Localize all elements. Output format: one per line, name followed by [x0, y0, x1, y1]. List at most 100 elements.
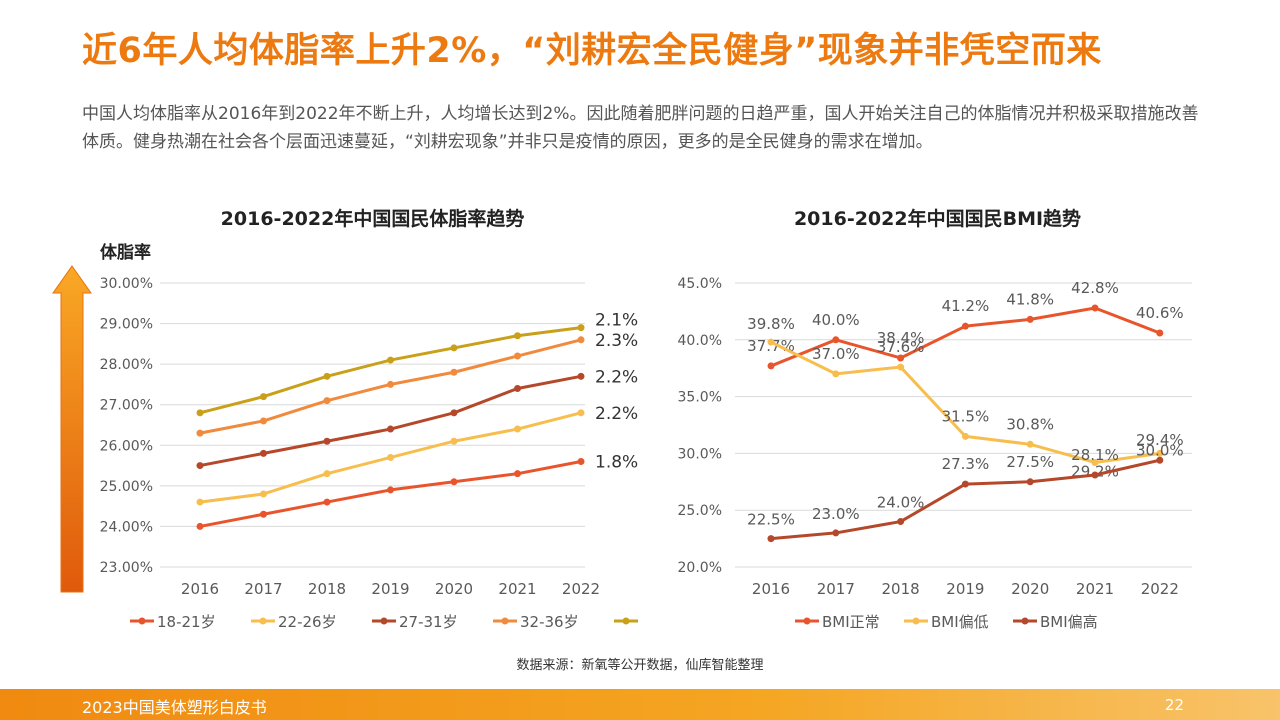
bodyfat-data-point	[387, 486, 394, 494]
bmi-data-label: 37.6%	[877, 338, 925, 356]
bmi-data-label: 30.0%	[1136, 441, 1184, 459]
bodyfat-x-tick-label: 2020	[435, 580, 473, 598]
bodyfat-legend-marker	[259, 617, 267, 625]
bmi-data-point	[961, 480, 969, 488]
y-axis-title: 体脂率	[100, 242, 151, 263]
bmi-data-label: 31.5%	[942, 407, 990, 425]
bodyfat-end-label: 1.8%	[595, 453, 638, 473]
bodyfat-data-point	[514, 384, 521, 392]
bodyfat-data-point	[323, 397, 331, 405]
bodyfat-data-point	[577, 372, 585, 380]
bmi-legend-marker	[803, 617, 811, 625]
page-number: 22	[1164, 696, 1184, 714]
bodyfat-x-tick-label: 2021	[498, 580, 536, 598]
bmi-legend-marker	[1021, 617, 1029, 625]
bmi-data-label: 23.0%	[812, 505, 860, 523]
bmi-chart: 45.0% 40.0% 35.0% 30.0% 25.0% 20.0% 2016 2017 20…	[678, 276, 1192, 631]
bmi-x-tick-label: 2021	[1076, 580, 1114, 598]
bodyfat-data-point	[387, 380, 394, 388]
bodyfat-legend-label: 32-36岁	[520, 613, 579, 631]
bodyfat-chart: 体脂率 30.00% 29.00% 28.00% 27.00% 26.00% 25.00%…	[52, 242, 638, 631]
bmi-data-label: 30.8%	[1006, 415, 1054, 433]
bodyfat-y-tick-label: 28.00%	[100, 357, 153, 373]
bodyfat-legend-marker	[138, 617, 146, 625]
bodyfat-data-point	[196, 522, 204, 530]
chart-title-bodyfat: 2016-2022年中国国民体脂率趋势	[220, 208, 525, 230]
bmi-data-label: 27.5%	[1006, 453, 1054, 471]
bmi-data-point	[767, 338, 775, 346]
bmi-data-point	[1156, 449, 1164, 457]
bodyfat-data-point	[514, 352, 521, 360]
bmi-x-tick-label: 2020	[1011, 580, 1049, 598]
bmi-data-label: 39.8%	[747, 315, 795, 333]
bodyfat-legend-marker	[501, 617, 509, 625]
bodyfat-x-tick-label: 2016	[181, 580, 219, 598]
bodyfat-data-point	[260, 490, 267, 498]
bodyfat-data-point	[260, 449, 267, 457]
chart-title-bmi: 2016-2022年中国国民BMI趋势	[793, 208, 1082, 230]
bodyfat-data-point	[323, 437, 331, 445]
bodyfat-data-point	[196, 462, 204, 470]
footer-bar: 2023中国美体塑形白皮书 22	[0, 689, 1280, 720]
bodyfat-data-point	[196, 409, 204, 417]
bmi-data-point	[1091, 471, 1099, 479]
bmi-data-point	[1091, 304, 1099, 312]
bmi-data-point	[1091, 458, 1099, 466]
bmi-x-tick-label: 2019	[946, 580, 984, 598]
bmi-data-point	[832, 529, 840, 537]
bodyfat-y-tick-label: 26.00%	[100, 438, 153, 454]
bodyfat-data-point	[387, 425, 394, 433]
bmi-data-label: 27.3%	[942, 455, 990, 473]
page-description: 中国人均体脂率从2016年到2022年不断上升，人均增长达到2%。因此随着肥胖问…	[82, 104, 1199, 152]
bodyfat-data-point	[387, 356, 394, 364]
bodyfat-series-line	[199, 326, 582, 415]
bmi-data-label: 22.5%	[747, 511, 795, 529]
bmi-data-point	[1026, 315, 1034, 323]
bodyfat-data-point	[514, 332, 521, 340]
bodyfat-y-tick-label: 24.00%	[100, 519, 153, 535]
bodyfat-end-label: 2.2%	[595, 367, 638, 387]
bodyfat-data-point	[260, 510, 267, 518]
bodyfat-y-tick-label: 30.00%	[100, 276, 153, 292]
bmi-x-tick-label: 2018	[882, 580, 920, 598]
bodyfat-data-point	[323, 372, 331, 380]
bmi-y-tick-label: 25.0%	[678, 503, 722, 519]
bmi-legend-marker	[912, 617, 920, 625]
bmi-data-point	[1156, 456, 1164, 464]
bmi-data-point	[897, 363, 905, 371]
bodyfat-y-tick-label: 23.00%	[100, 560, 153, 576]
bodyfat-end-label: 2.1%	[595, 311, 638, 331]
bodyfat-data-point	[260, 393, 267, 401]
bmi-data-point	[961, 322, 969, 330]
bodyfat-data-point	[514, 470, 521, 478]
bodyfat-data-point	[450, 344, 458, 352]
bodyfat-y-tick-label: 29.00%	[100, 317, 153, 333]
bmi-data-label: 41.2%	[942, 297, 990, 315]
bmi-data-label: 28.1%	[1071, 446, 1119, 464]
bmi-data-point	[897, 518, 905, 526]
bodyfat-legend-label: 18-21岁	[157, 613, 216, 631]
bodyfat-data-point	[577, 409, 585, 417]
footer-report-title: 2023中国美体塑形白皮书	[82, 698, 267, 717]
bodyfat-data-point	[196, 498, 204, 506]
bodyfat-x-tick-label: 2019	[371, 580, 409, 598]
bodyfat-x-tick-label: 2022	[562, 580, 600, 598]
bmi-data-label: 24.0%	[877, 494, 925, 512]
bodyfat-data-point	[450, 437, 458, 445]
bodyfat-legend-label: 22-26岁	[278, 613, 337, 631]
bmi-y-tick-label: 35.0%	[678, 390, 722, 406]
bodyfat-data-point	[577, 336, 585, 344]
bmi-data-point	[1026, 440, 1034, 448]
page-title: 近6年人均体脂率上升2%，“刘耕宏全民健身”现象并非凭空而来	[82, 31, 1102, 71]
bodyfat-data-point	[577, 324, 585, 332]
bodyfat-end-label: 2.2%	[595, 404, 638, 424]
bmi-x-tick-label: 2016	[752, 580, 790, 598]
bmi-data-point	[1026, 478, 1034, 486]
bmi-data-point	[832, 336, 840, 344]
bodyfat-data-point	[260, 417, 267, 425]
bmi-data-point	[1156, 329, 1164, 337]
bmi-x-tick-label: 2017	[817, 580, 855, 598]
bodyfat-data-point	[577, 458, 585, 466]
data-source-note: 数据来源：新氧等公开数据，仙库智能整理	[516, 658, 764, 673]
bodyfat-x-tick-label: 2017	[244, 580, 282, 598]
